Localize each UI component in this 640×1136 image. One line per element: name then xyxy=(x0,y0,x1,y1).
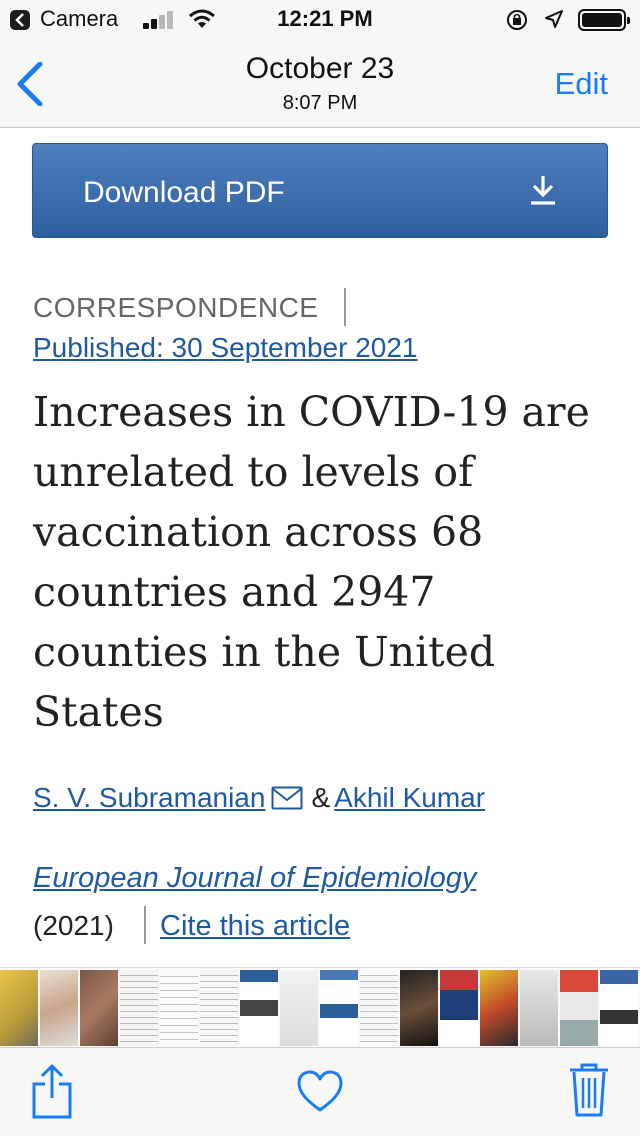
back-to-app-label[interactable]: Camera xyxy=(40,6,119,31)
orientation-lock-icon xyxy=(507,10,527,30)
download-icon xyxy=(531,176,555,205)
photo-thumbnail[interactable] xyxy=(160,970,198,1046)
article-title: Increases in COVID-19 are unrelated to l… xyxy=(33,388,590,736)
author-separator: & xyxy=(311,782,331,813)
divider xyxy=(144,906,146,944)
publication-year: (2021) xyxy=(33,910,114,941)
journal-link[interactable]: European Journal of Epidemiology xyxy=(33,862,477,894)
battery-icon xyxy=(578,9,630,31)
location-icon xyxy=(545,10,563,28)
chevron-left-icon[interactable] xyxy=(14,62,48,106)
photo-thumbnail[interactable] xyxy=(560,970,598,1046)
author-list: S. V. Subramanian & Akhil Kumar xyxy=(33,782,485,814)
photo-thumbnail[interactable] xyxy=(40,970,78,1046)
photo-thumbnail[interactable] xyxy=(0,970,38,1046)
divider xyxy=(344,288,346,326)
signal-icon xyxy=(143,9,177,29)
share-icon[interactable] xyxy=(30,1062,74,1120)
published-date-link[interactable]: Published: 30 September 2021 xyxy=(33,332,418,363)
photo-time: 8:07 PM xyxy=(282,92,358,114)
author-link[interactable]: Akhil Kumar xyxy=(334,782,486,813)
photo-thumbnail[interactable] xyxy=(200,970,238,1046)
edit-button[interactable]: Edit xyxy=(554,66,608,101)
photo-thumbnail[interactable] xyxy=(240,970,278,1046)
favorite-heart-icon[interactable] xyxy=(296,1070,344,1114)
photo-thumbnail[interactable] xyxy=(600,970,638,1046)
photo-thumbnail[interactable] xyxy=(80,970,118,1046)
author-link[interactable]: S. V. Subramanian xyxy=(33,782,266,813)
trash-icon[interactable] xyxy=(568,1062,610,1118)
download-pdf-label: Download PDF xyxy=(83,176,285,209)
navigation-bar: October 23 8:07 PM Edit xyxy=(0,40,640,128)
photo-thumbnail[interactable] xyxy=(400,970,438,1046)
bottom-toolbar xyxy=(0,1047,640,1136)
article-type: CORRESPONDENCE xyxy=(33,292,319,323)
photo-thumbnail[interactable] xyxy=(360,970,398,1046)
photo-thumbnail[interactable] xyxy=(320,970,358,1046)
photo-thumbnail[interactable] xyxy=(120,970,158,1046)
status-time: 12:21 PM xyxy=(277,6,373,31)
photo-thumbnail[interactable] xyxy=(520,970,558,1046)
photo-thumbnail-strip[interactable] xyxy=(0,967,640,1048)
photo-date: October 23 xyxy=(245,52,395,85)
photo-thumbnail[interactable] xyxy=(480,970,518,1046)
cite-article-link[interactable]: Cite this article xyxy=(160,910,351,942)
download-pdf-button[interactable]: Download PDF xyxy=(32,143,608,238)
back-to-app-icon[interactable] xyxy=(10,10,30,30)
photo-thumbnail[interactable] xyxy=(440,970,478,1046)
photo-thumbnail[interactable] xyxy=(280,970,318,1046)
mail-icon[interactable] xyxy=(271,786,303,810)
status-bar: Camera 12:21 PM xyxy=(0,0,640,40)
wifi-icon xyxy=(189,9,215,28)
